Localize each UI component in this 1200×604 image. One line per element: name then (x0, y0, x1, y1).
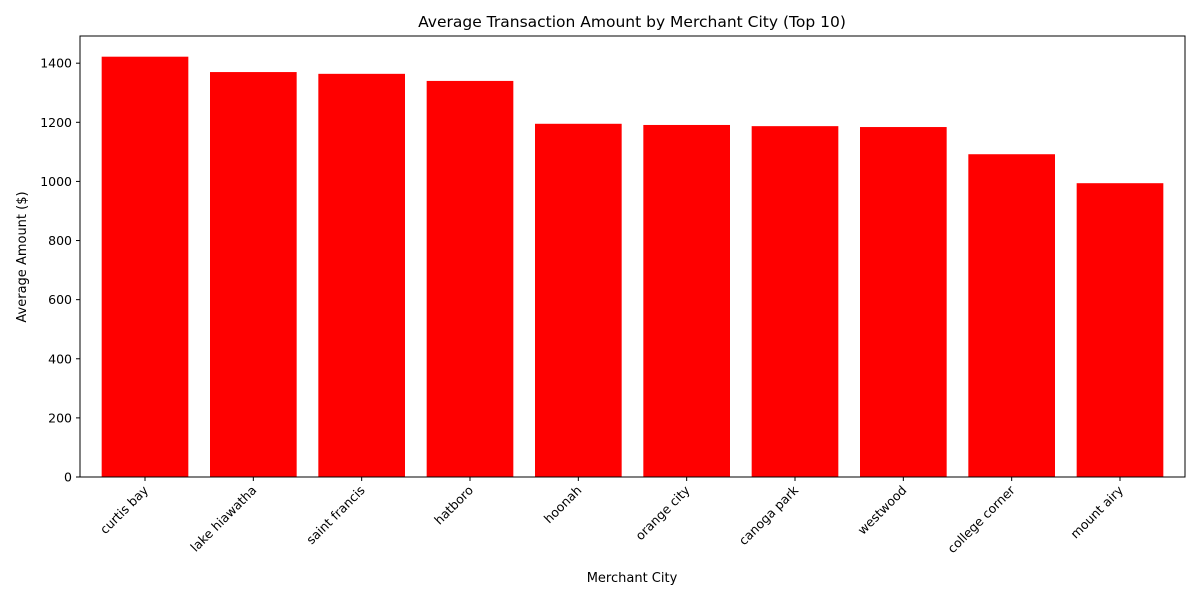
bar-saint-francis (318, 73, 405, 478)
x-tick-label: hatboro (431, 483, 476, 528)
x-tick-label: saint francis (303, 483, 368, 548)
bar-lake-hiawatha (210, 72, 297, 478)
chart-title: Average Transaction Amount by Merchant C… (418, 13, 846, 31)
y-tick-label: 200 (48, 410, 72, 425)
bar-mount-airy (1076, 183, 1164, 477)
bar-canoga-park (751, 126, 839, 477)
y-axis-label: Average Amount ($) (15, 191, 30, 322)
y-axis-ticks: 0 200 400 600 800 1000 1200 1400 (40, 56, 80, 485)
x-tick-label: orange city (632, 482, 693, 543)
bar-college-corner (968, 154, 1055, 477)
bars-layer (101, 56, 1164, 478)
x-tick-label: college corner (944, 482, 1018, 556)
x-tick-label: lake hiawatha (187, 483, 259, 555)
bar-hatboro (426, 80, 514, 477)
x-tick-label: hoonah (541, 483, 585, 527)
plot-area-frame (79, 35, 1186, 478)
bar-orange-city (643, 124, 730, 477)
x-tick-label: westwood (854, 483, 909, 538)
y-tick-label: 1400 (40, 56, 72, 71)
bar-curtis-bay (101, 56, 189, 478)
bar-hoonah (535, 123, 622, 477)
y-tick-label: 1200 (40, 115, 72, 130)
y-tick-label: 0 (64, 470, 72, 485)
y-tick-label: 400 (48, 351, 72, 366)
x-axis-label: Merchant City (587, 571, 678, 586)
x-tick-label: mount airy (1067, 482, 1126, 541)
x-axis-ticks: curtis bay lake hiawatha saint francis hatb… (97, 477, 1127, 556)
y-tick-label: 1000 (40, 174, 72, 189)
y-tick-label: 600 (48, 292, 72, 307)
bar-westwood (860, 127, 947, 477)
x-tick-label: curtis bay (97, 482, 152, 537)
y-tick-label: 800 (48, 233, 72, 248)
x-tick-label: canoga park (736, 482, 802, 548)
